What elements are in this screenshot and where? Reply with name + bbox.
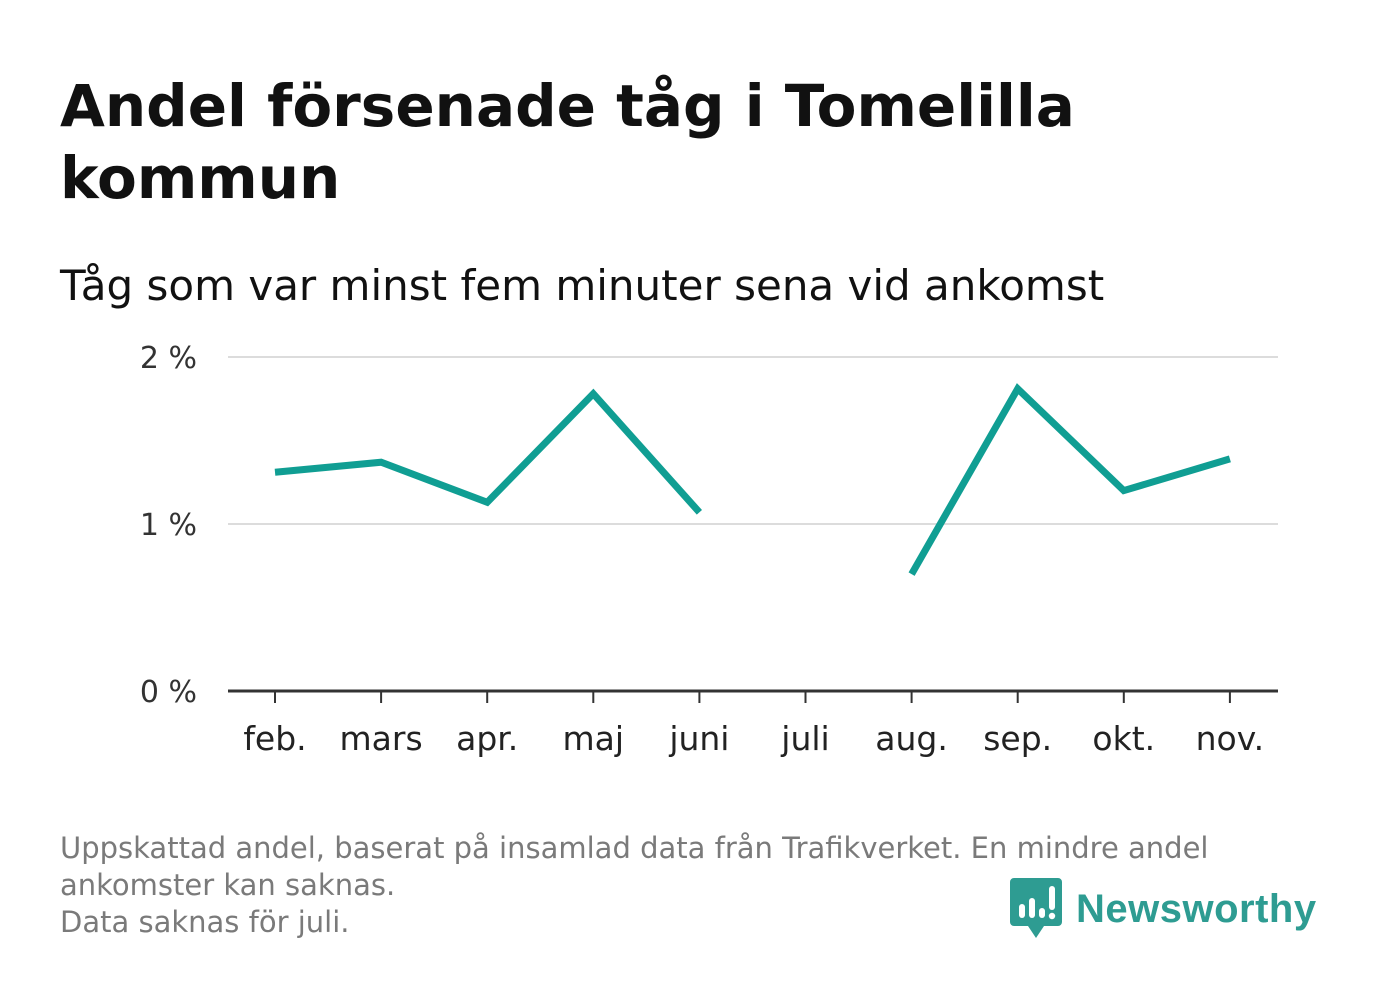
x-tick-label: sep. bbox=[983, 719, 1052, 758]
x-tick-label: apr. bbox=[456, 719, 518, 758]
x-tick-label: feb. bbox=[243, 719, 306, 758]
series-lines bbox=[274, 383, 1231, 576]
series-line-segment bbox=[274, 388, 703, 515]
grid-layer bbox=[228, 356, 1278, 693]
y-tick-labels: 0 % 1 % 2 % bbox=[140, 341, 197, 710]
y-tick-label: 0 % bbox=[140, 675, 197, 710]
footnote-line: Data saknas för juli. bbox=[60, 905, 350, 939]
y-tick-label: 1 % bbox=[140, 508, 197, 543]
footnote-line: Uppskattad andel, baserat på insamlad da… bbox=[60, 831, 1209, 865]
newsworthy-logo-icon bbox=[1010, 878, 1062, 938]
x-tick-labels: feb. mars apr. maj juni juli aug. sep. okt. nov. bbox=[243, 691, 1264, 758]
x-tick-label: nov. bbox=[1196, 719, 1265, 758]
x-tick-label: juni bbox=[668, 719, 729, 758]
y-tick-label: 2 % bbox=[140, 341, 197, 376]
x-tick-label: mars bbox=[340, 719, 423, 758]
line-chart: 0 % 1 % 2 % feb. mars apr. maj juni juli aug. sep… bbox=[140, 341, 1278, 758]
x-tick-label: juli bbox=[780, 719, 829, 758]
x-tick-label: aug. bbox=[875, 719, 948, 758]
series-line-segment bbox=[908, 383, 1231, 576]
brand-name: Newsworthy bbox=[1076, 886, 1317, 931]
chart-subtitle: Tåg som var minst fem minuter sena vid a… bbox=[60, 261, 1105, 310]
x-tick-label: okt. bbox=[1092, 719, 1155, 758]
chart-title: Andel försenade tåg i Tomelilla kommun bbox=[60, 72, 1075, 212]
footnote: Uppskattad andel, baserat på insamlad da… bbox=[60, 830, 1320, 941]
footnote-line: ankomster kan saknas. bbox=[60, 868, 396, 902]
brand: Newsworthy bbox=[1010, 878, 1317, 940]
x-tick-label: maj bbox=[563, 719, 625, 758]
